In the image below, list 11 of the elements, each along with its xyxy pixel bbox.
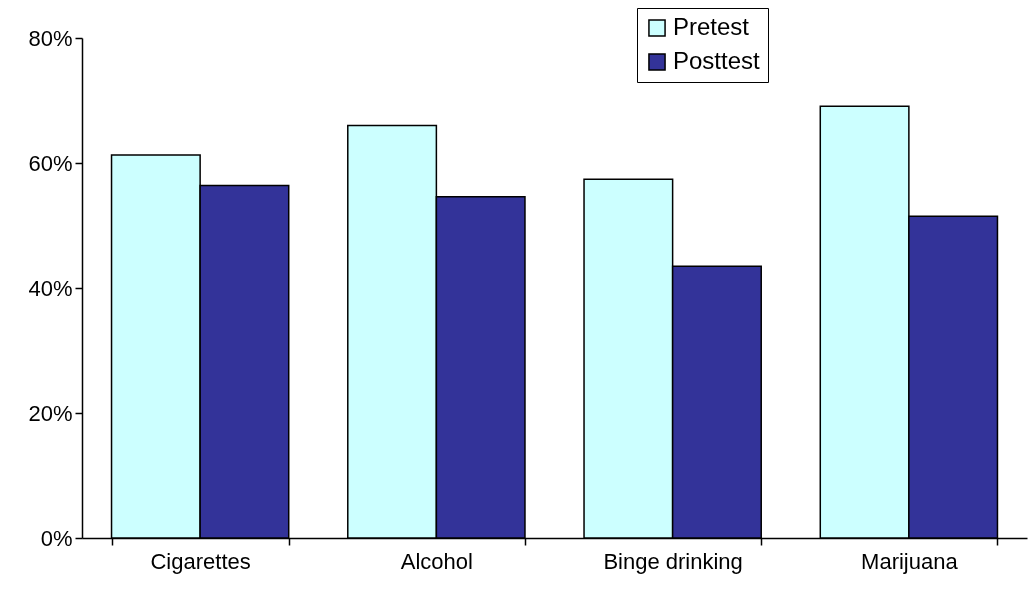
x-tick-label: Cigarettes (150, 548, 251, 574)
legend-label: Pretest (673, 13, 750, 40)
x-tick-label: Binge drinking (603, 548, 743, 574)
legend-label: Posttest (673, 47, 761, 74)
y-tick-label: 20% (28, 400, 73, 426)
x-tick-label: Marijuana (861, 548, 959, 574)
y-tick-label: 60% (28, 150, 73, 176)
y-tick-label: 80% (28, 25, 73, 51)
x-tick-label: Alcohol (400, 548, 473, 574)
y-tick-label: 0% (40, 525, 73, 551)
y-tick-label: 40% (28, 275, 73, 301)
